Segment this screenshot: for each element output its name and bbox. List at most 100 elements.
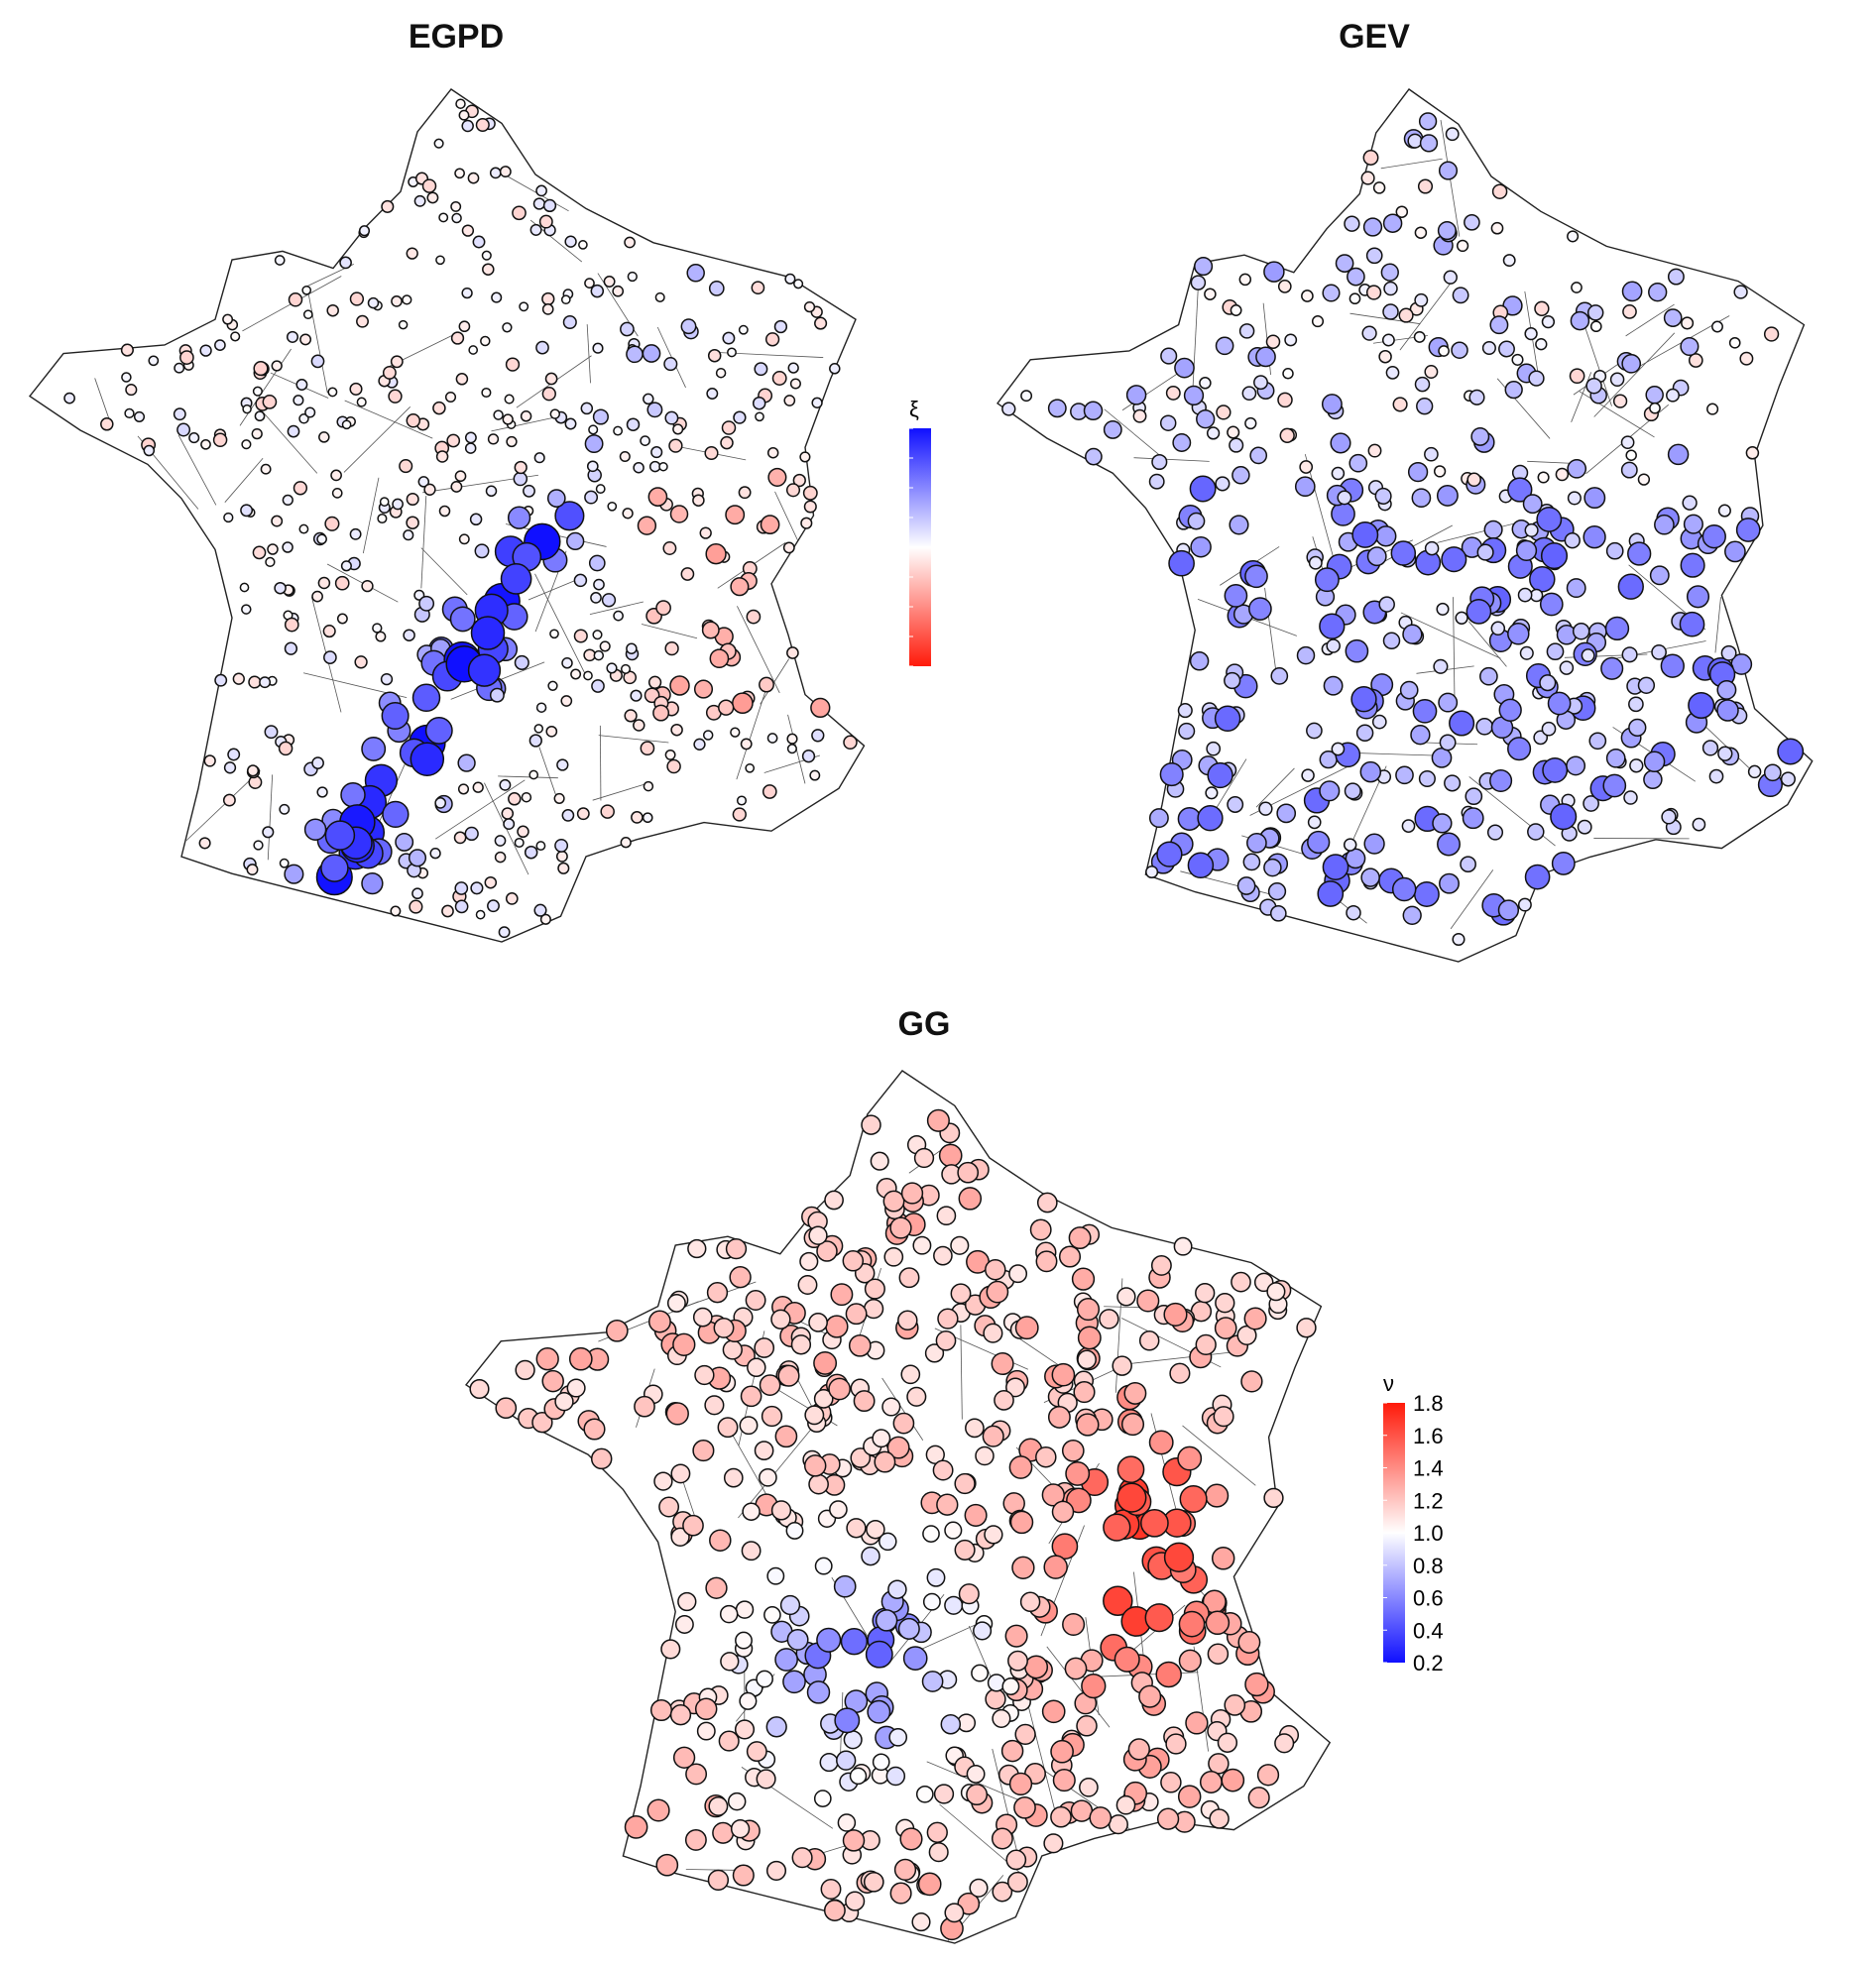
station-point [1533, 730, 1549, 746]
station-point [461, 287, 473, 299]
station-point [475, 117, 490, 133]
department-boundary [685, 1869, 741, 1871]
station-point [417, 476, 430, 488]
station-point [771, 371, 787, 386]
station-point [601, 593, 617, 608]
station-point [1436, 484, 1459, 507]
station-point [1068, 1226, 1092, 1250]
station-point [751, 281, 765, 295]
department-boundary [774, 491, 798, 540]
station-point [1215, 1293, 1235, 1314]
station-point [897, 1310, 918, 1331]
station-point [354, 655, 368, 669]
station-point [957, 1161, 980, 1184]
station-point [969, 1878, 989, 1898]
department-boundary [177, 434, 217, 506]
station-point [293, 481, 308, 496]
station-point [686, 264, 705, 283]
station-point [944, 1903, 965, 1923]
station-point [120, 343, 134, 357]
station-point [212, 432, 228, 448]
station-point [1020, 390, 1033, 403]
station-point [317, 576, 331, 590]
station-point [783, 395, 796, 406]
station-point [1385, 366, 1400, 380]
station-point [1103, 419, 1122, 439]
station-point [1246, 832, 1267, 854]
station-point [626, 642, 638, 654]
station-point [549, 629, 559, 639]
department-boundary [1133, 457, 1210, 462]
station-point [528, 734, 542, 748]
station-point [991, 1827, 1013, 1850]
station-point [311, 590, 323, 603]
station-point [1371, 714, 1387, 730]
station-point [1413, 330, 1426, 343]
station-point [533, 452, 545, 464]
station-point [1103, 1585, 1133, 1616]
station-point [546, 489, 566, 508]
station-point [837, 1813, 857, 1832]
panel-title-gev: GEV [1339, 18, 1410, 56]
station-point [1070, 1799, 1094, 1822]
station-point [1125, 385, 1147, 405]
station-point [1367, 443, 1382, 458]
station-point [803, 300, 816, 313]
station-point [1733, 285, 1748, 299]
station-point [1535, 338, 1548, 351]
station-point [1238, 323, 1255, 339]
station-point [1330, 432, 1351, 454]
station-point [687, 1238, 707, 1259]
station-point [1189, 475, 1217, 503]
station-point [643, 780, 654, 792]
station-point [1005, 1849, 1027, 1871]
station-point [583, 670, 593, 681]
station-point [789, 378, 801, 390]
station-point [1572, 622, 1590, 640]
station-point [992, 1708, 1011, 1728]
station-point [421, 178, 437, 193]
station-point [1249, 446, 1268, 465]
station-point [1550, 803, 1578, 831]
station-point [606, 662, 618, 674]
station-point [252, 545, 267, 560]
station-point [458, 533, 470, 545]
station-point [653, 1471, 673, 1491]
station-point [902, 1646, 928, 1671]
station-point [1502, 254, 1516, 268]
station-point [1436, 602, 1450, 616]
station-point [1317, 880, 1345, 907]
station-point [865, 1640, 893, 1669]
station-point [834, 1707, 861, 1734]
department-boundary [738, 1424, 815, 1519]
station-point [424, 716, 453, 745]
station-point [1123, 1381, 1147, 1405]
station-point [1306, 722, 1323, 740]
station-point [1605, 748, 1626, 768]
station-point [1014, 1316, 1039, 1340]
station-point [568, 1346, 593, 1371]
station-point [323, 650, 337, 664]
station-point [1050, 1805, 1072, 1828]
station-point [454, 470, 467, 483]
station-point [322, 625, 336, 638]
station-point [435, 255, 445, 266]
station-point [1566, 755, 1586, 776]
station-point [239, 582, 250, 593]
station-point [1081, 1673, 1107, 1699]
station-point [1424, 446, 1439, 462]
station-point [765, 1860, 787, 1881]
station-point [917, 1872, 942, 1897]
station-point [489, 167, 502, 179]
station-point [702, 730, 714, 741]
legend-tick-label: 1.8 [1413, 1391, 1444, 1416]
station-point [248, 675, 262, 689]
station-point [833, 1574, 857, 1598]
station-point [1301, 289, 1314, 302]
station-point [761, 1405, 783, 1428]
station-point [1416, 398, 1434, 415]
station-point [173, 407, 186, 421]
station-point [1701, 740, 1719, 756]
station-point [143, 444, 156, 457]
station-point [986, 1280, 1009, 1304]
